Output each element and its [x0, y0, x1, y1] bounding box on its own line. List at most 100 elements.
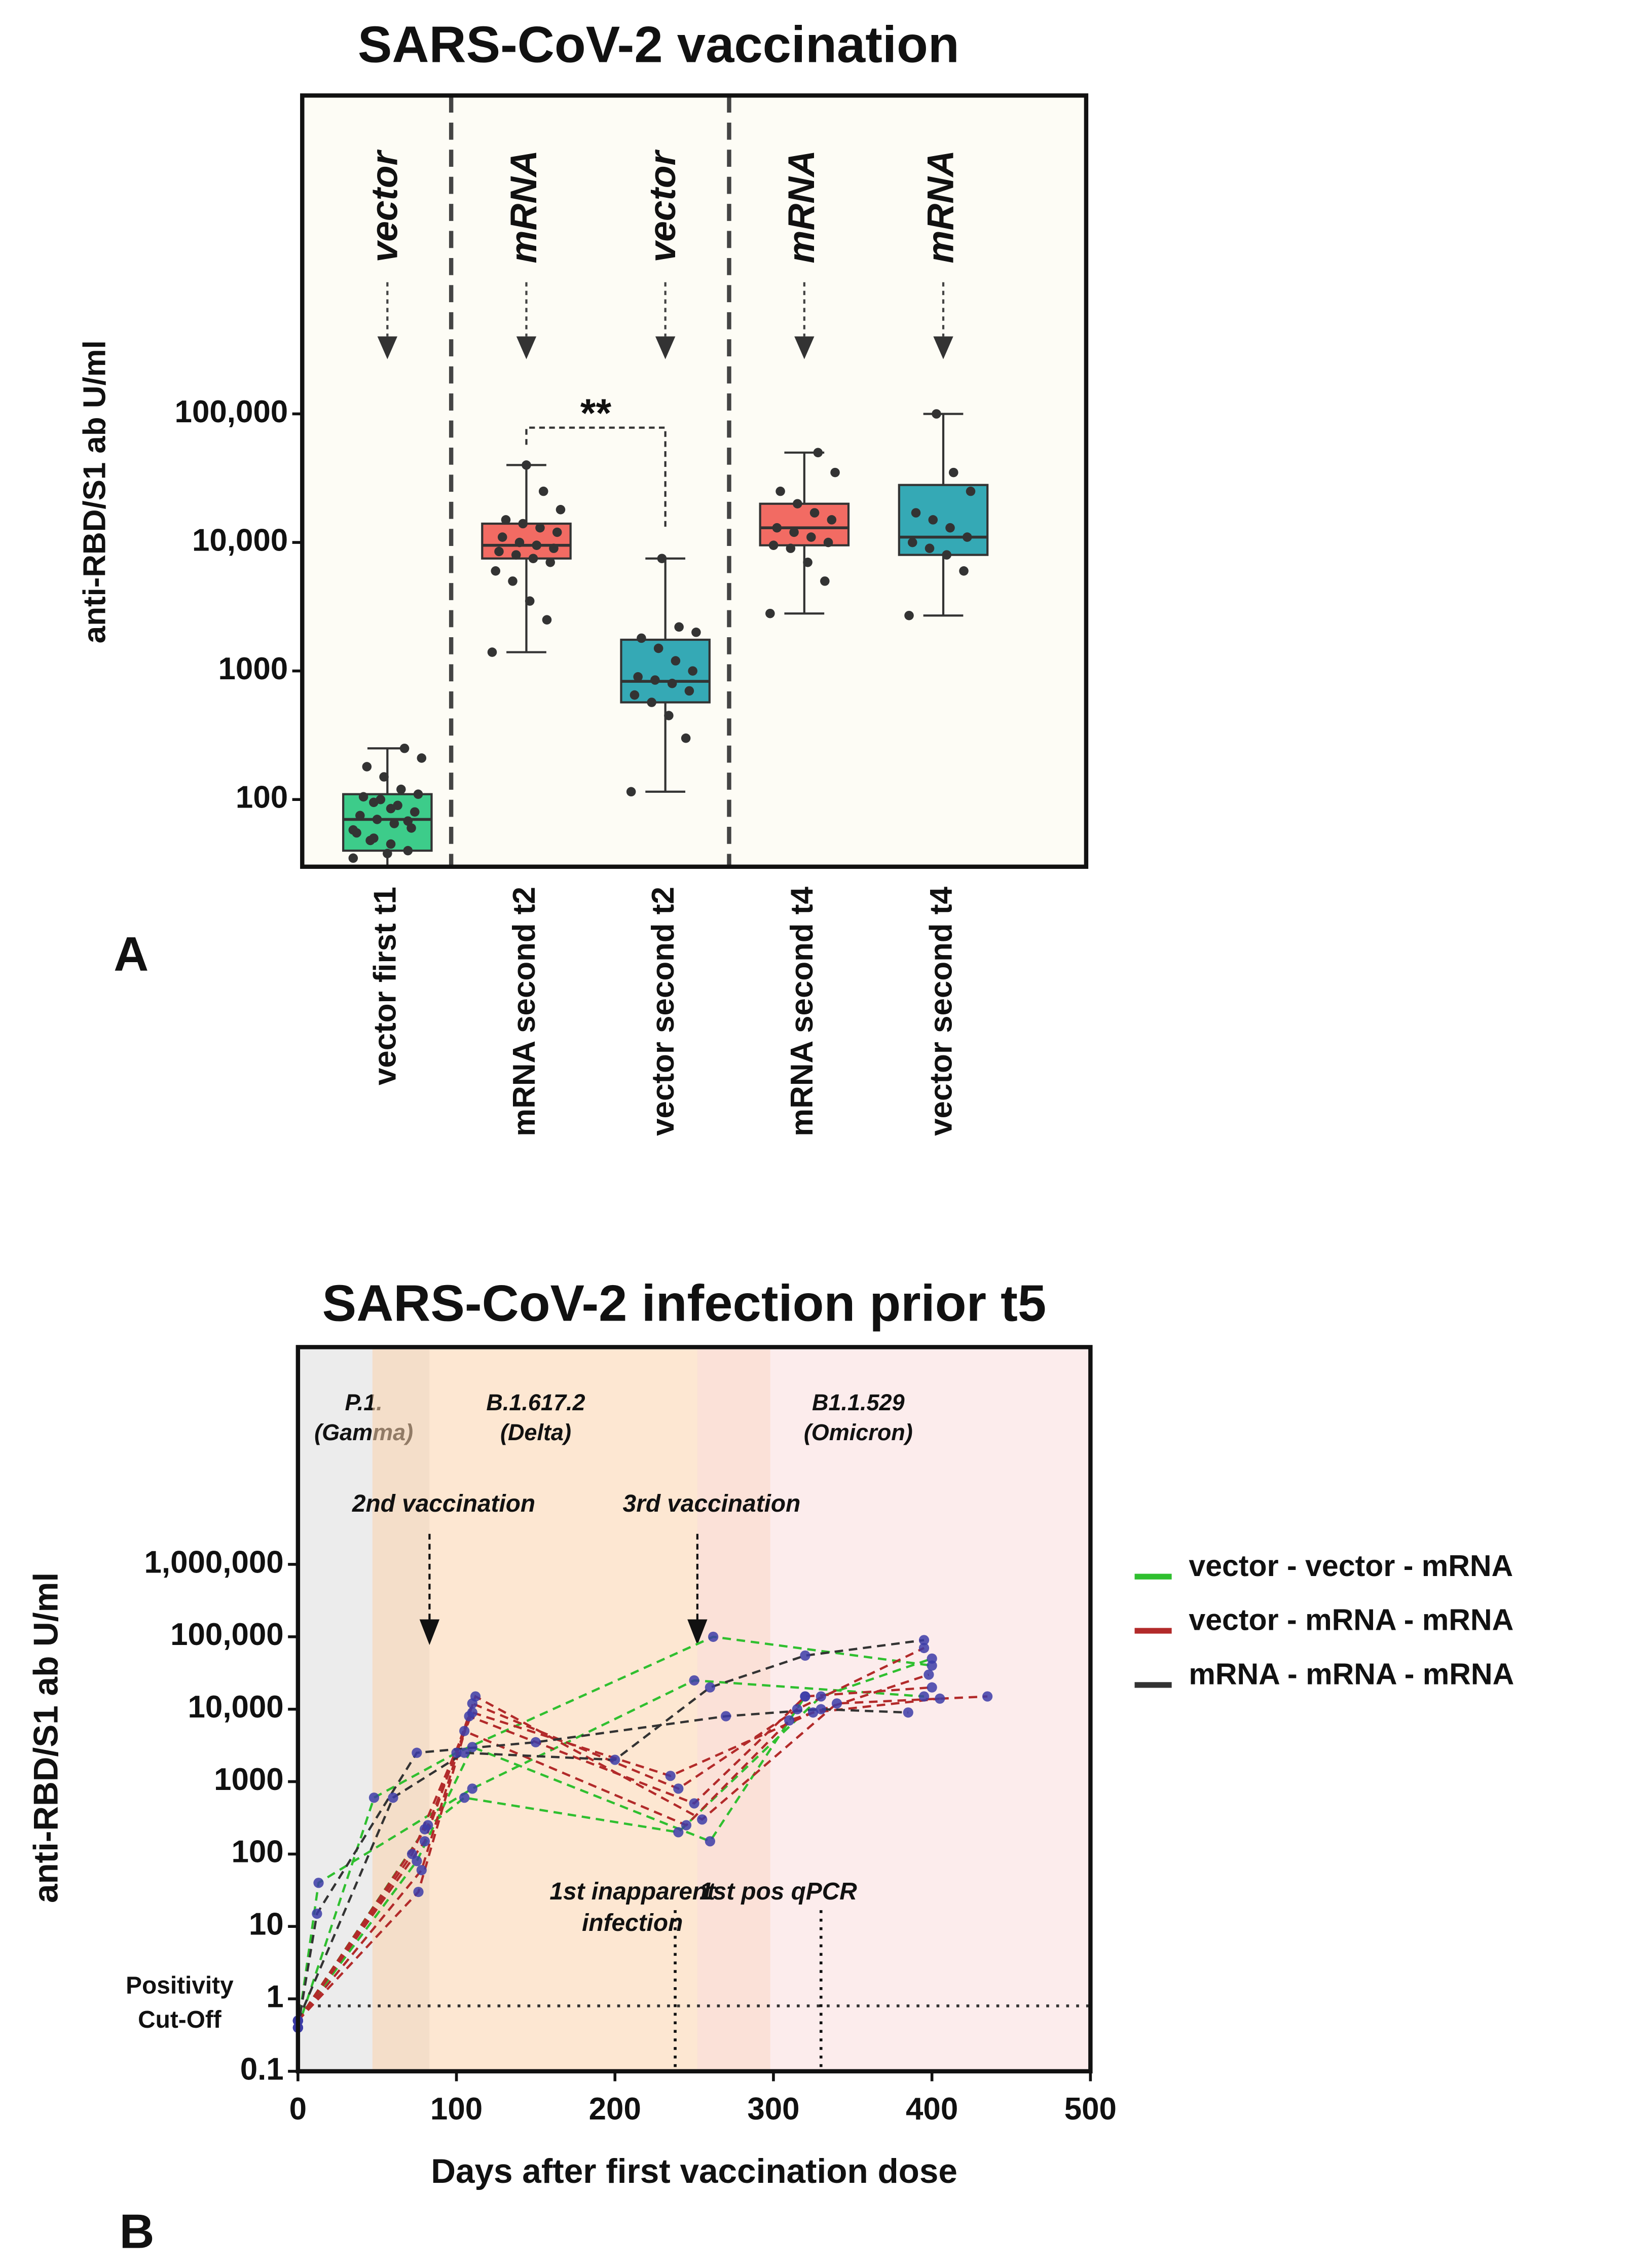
- x-axis-label: Days after first vaccination dose: [431, 2152, 957, 2190]
- data-point: [689, 1798, 699, 1809]
- arrow-head: [377, 336, 397, 359]
- data-point: [467, 1783, 477, 1794]
- data-point: [697, 1814, 708, 1825]
- data-point: [789, 527, 799, 537]
- data-point: [508, 576, 518, 586]
- data-point: [948, 467, 958, 478]
- x-tick-label: 0: [289, 2092, 307, 2127]
- data-point: [665, 1771, 676, 1781]
- data-point: [358, 792, 368, 802]
- vaccine-label: mRNA: [920, 150, 961, 263]
- subject-line: [297, 1697, 940, 2022]
- data-point: [313, 1878, 324, 1888]
- data-point: [399, 743, 410, 753]
- data-point: [403, 816, 413, 826]
- data-point: [708, 1631, 719, 1642]
- data-point: [459, 1793, 470, 1803]
- data-point: [911, 508, 921, 518]
- x-tick-label: vector second t4: [924, 887, 958, 1136]
- event-label: 3rd vaccination: [623, 1490, 801, 1517]
- data-point: [386, 839, 396, 849]
- data-point: [530, 1737, 541, 1747]
- data-point: [525, 596, 535, 606]
- data-point: [650, 675, 660, 685]
- y-tick-label: 10,000: [188, 1690, 284, 1725]
- data-point: [809, 508, 820, 518]
- data-point: [982, 1691, 993, 1702]
- data-point: [522, 460, 531, 470]
- data-point: [412, 1747, 422, 1758]
- data-point: [830, 467, 840, 478]
- data-point: [793, 499, 802, 509]
- data-point: [918, 1691, 930, 1702]
- data-point: [372, 815, 382, 824]
- data-point: [945, 523, 955, 533]
- cutoff-label: Positivity: [126, 1972, 234, 1999]
- period-band: [697, 1347, 1091, 2071]
- data-point: [491, 566, 501, 576]
- data-point: [784, 1715, 795, 1726]
- data-point: [514, 537, 525, 547]
- data-point: [765, 608, 775, 618]
- data-point: [386, 803, 396, 814]
- chart-title: SARS-CoV-2 infection prior t5: [322, 1274, 1046, 1332]
- data-point: [633, 672, 643, 682]
- period-label: B.1.617.2: [486, 1389, 585, 1415]
- arrow-head: [516, 336, 537, 359]
- vaccine-label: vector: [364, 149, 405, 262]
- data-point: [369, 797, 379, 808]
- y-tick-label: 1,000,000: [144, 1545, 284, 1580]
- data-point: [653, 643, 663, 653]
- data-point: [407, 1849, 418, 1859]
- data-point: [932, 409, 941, 419]
- panel-label: B: [120, 2205, 155, 2259]
- subject-line: [297, 1686, 932, 2022]
- data-point: [396, 784, 406, 794]
- subject-line: [297, 1696, 806, 2022]
- x-tick-label: mRNA second t2: [507, 887, 542, 1137]
- x-tick-label: 500: [1064, 2092, 1117, 2127]
- data-point: [494, 546, 504, 557]
- data-point: [792, 1704, 802, 1714]
- data-point: [705, 1682, 715, 1693]
- data-point: [813, 448, 823, 458]
- data-point: [775, 486, 785, 496]
- data-point: [688, 666, 697, 676]
- y-tick-label: 0.1: [240, 2052, 284, 2087]
- legend-label: mRNA - mRNA - mRNA: [1189, 1658, 1514, 1691]
- data-point: [705, 1836, 715, 1847]
- data-point: [467, 1742, 477, 1752]
- data-point: [808, 1707, 819, 1718]
- data-point: [681, 1820, 692, 1831]
- panel-label: A: [114, 927, 149, 981]
- data-point: [803, 558, 812, 567]
- data-point: [365, 835, 375, 846]
- data-point: [935, 1693, 945, 1704]
- event-label: 1st pos qPCR: [699, 1878, 857, 1905]
- y-tick-label: 100: [236, 780, 288, 815]
- data-point: [467, 1707, 477, 1718]
- data-point: [383, 849, 392, 858]
- vaccine-label: mRNA: [781, 150, 822, 263]
- plot-frame: [296, 1345, 1093, 2074]
- data-point: [768, 540, 779, 550]
- box: [759, 502, 850, 546]
- data-point: [501, 515, 511, 525]
- data-point: [459, 1726, 470, 1736]
- arrow-head: [419, 1619, 440, 1645]
- data-point: [459, 1747, 470, 1758]
- legend-label: vector - mRNA - mRNA: [1189, 1603, 1513, 1637]
- data-point: [689, 1675, 699, 1686]
- data-point: [831, 1698, 842, 1709]
- data-point: [348, 825, 358, 835]
- data-point: [626, 787, 636, 797]
- data-point: [348, 853, 358, 863]
- data-point: [918, 1642, 930, 1654]
- vaccine-label: vector: [642, 149, 683, 262]
- data-point: [959, 566, 969, 576]
- data-point: [410, 807, 420, 817]
- x-tick-label: vector second t2: [646, 887, 681, 1136]
- data-point: [800, 1691, 810, 1702]
- data-point: [820, 576, 830, 586]
- x-tick-label: 300: [747, 2092, 799, 2127]
